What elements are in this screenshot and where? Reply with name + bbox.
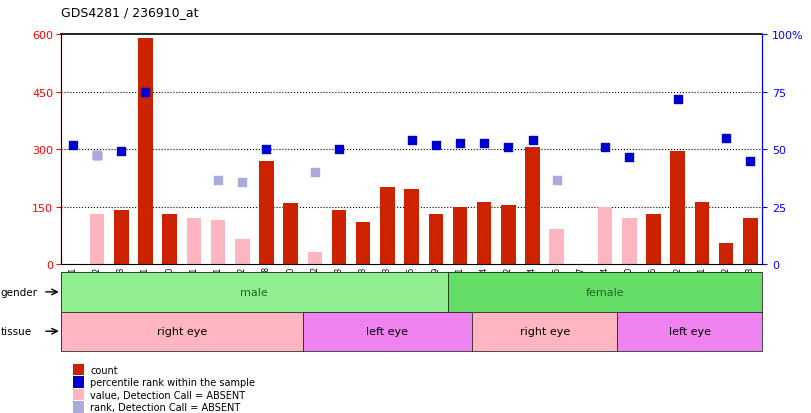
Point bbox=[502, 145, 515, 151]
Bar bbox=[356, 222, 371, 264]
Bar bbox=[598, 207, 612, 264]
Bar bbox=[187, 218, 201, 264]
Point bbox=[67, 142, 79, 149]
Text: female: female bbox=[586, 287, 624, 297]
Bar bbox=[477, 202, 491, 264]
Point bbox=[333, 147, 345, 153]
Text: value, Detection Call = ABSENT: value, Detection Call = ABSENT bbox=[90, 389, 245, 400]
Bar bbox=[235, 240, 250, 264]
Point bbox=[623, 154, 636, 161]
Point bbox=[744, 158, 757, 164]
Text: rank, Detection Call = ABSENT: rank, Detection Call = ABSENT bbox=[90, 402, 240, 412]
Text: GDS4281 / 236910_at: GDS4281 / 236910_at bbox=[61, 6, 199, 19]
Point bbox=[429, 142, 442, 149]
Point bbox=[672, 97, 684, 103]
Bar bbox=[211, 221, 225, 264]
Text: right eye: right eye bbox=[157, 326, 207, 337]
Point bbox=[550, 177, 563, 183]
Bar bbox=[260, 161, 273, 264]
Point bbox=[212, 177, 225, 183]
Text: gender: gender bbox=[1, 287, 38, 297]
Bar bbox=[719, 243, 733, 264]
Bar bbox=[501, 205, 516, 264]
Point bbox=[478, 141, 491, 147]
Bar bbox=[526, 148, 540, 264]
Bar bbox=[138, 39, 152, 264]
Text: male: male bbox=[241, 287, 268, 297]
Bar bbox=[307, 253, 322, 264]
Bar bbox=[283, 211, 298, 264]
Text: percentile rank within the sample: percentile rank within the sample bbox=[90, 377, 255, 387]
Point bbox=[453, 141, 466, 147]
Bar bbox=[380, 188, 395, 264]
Bar bbox=[283, 203, 298, 264]
Point bbox=[91, 152, 104, 159]
Bar bbox=[671, 152, 685, 264]
Bar bbox=[405, 190, 418, 264]
Point bbox=[719, 135, 732, 142]
Text: tissue: tissue bbox=[1, 326, 32, 337]
Point bbox=[236, 179, 249, 185]
Bar bbox=[743, 218, 757, 264]
Point bbox=[526, 137, 539, 143]
Bar bbox=[428, 215, 443, 264]
Point bbox=[115, 148, 128, 155]
Bar bbox=[114, 211, 129, 264]
Point bbox=[308, 169, 321, 176]
Bar bbox=[332, 211, 346, 264]
Bar bbox=[453, 207, 467, 264]
Point bbox=[91, 152, 104, 159]
Point bbox=[405, 137, 418, 143]
Bar bbox=[162, 215, 177, 264]
Bar bbox=[622, 218, 637, 264]
Bar bbox=[646, 215, 661, 264]
Bar bbox=[550, 230, 564, 264]
Text: right eye: right eye bbox=[520, 326, 570, 337]
Point bbox=[599, 145, 611, 151]
Bar bbox=[90, 215, 105, 264]
Text: left eye: left eye bbox=[367, 326, 409, 337]
Point bbox=[260, 147, 273, 153]
Point bbox=[139, 89, 152, 96]
Text: left eye: left eye bbox=[669, 326, 710, 337]
Text: count: count bbox=[90, 365, 118, 375]
Bar bbox=[694, 202, 709, 264]
